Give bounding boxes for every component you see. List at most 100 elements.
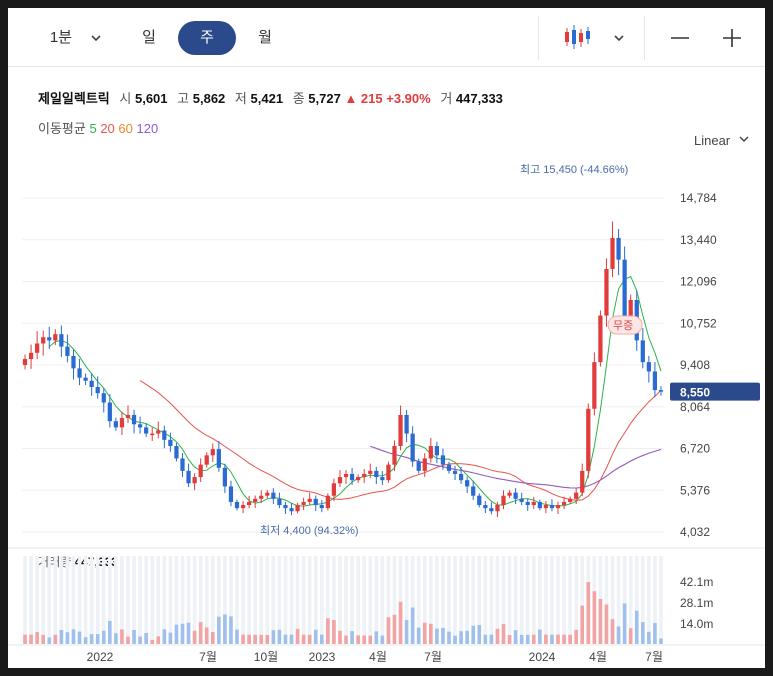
candle bbox=[313, 498, 318, 506]
high-value: 5,862 bbox=[192, 91, 226, 106]
candle bbox=[410, 433, 415, 462]
candle bbox=[107, 402, 112, 422]
volume-bar bbox=[477, 625, 482, 644]
candle bbox=[95, 386, 100, 394]
candle bbox=[646, 362, 651, 372]
volume-bar bbox=[495, 628, 500, 644]
zoom-in-icon[interactable] bbox=[722, 28, 742, 48]
volume-bar bbox=[295, 628, 300, 644]
candle bbox=[537, 501, 542, 509]
volume-bar bbox=[447, 631, 451, 644]
ma-label: 이동평균 bbox=[38, 121, 86, 136]
candle bbox=[428, 446, 433, 459]
volume-bar bbox=[29, 634, 33, 644]
candle bbox=[434, 446, 439, 456]
candle bbox=[628, 300, 633, 316]
interval-selector[interactable]: 1분 bbox=[49, 29, 73, 46]
volume-bar bbox=[622, 603, 627, 644]
y-tick-label: 12,096 bbox=[680, 275, 717, 289]
volume-bar bbox=[271, 630, 276, 644]
volume-bar bbox=[35, 632, 39, 644]
candle bbox=[501, 495, 506, 506]
moving-average-legend: 이동평균 5 20 60 120 bbox=[38, 118, 158, 137]
volume-bar bbox=[350, 631, 354, 644]
candle bbox=[71, 355, 76, 369]
volume-bar bbox=[568, 634, 572, 644]
volume-bar bbox=[453, 635, 457, 644]
candle bbox=[216, 449, 221, 468]
candle bbox=[349, 473, 355, 481]
candle bbox=[416, 461, 421, 471]
volume-bar bbox=[362, 635, 367, 644]
zoom-out-icon[interactable] bbox=[670, 28, 690, 48]
volume-bar bbox=[519, 634, 524, 644]
volume-bar bbox=[562, 634, 566, 644]
volume-label: 거 bbox=[440, 91, 453, 106]
volume-bar bbox=[380, 635, 385, 644]
tab-day[interactable]: 일 bbox=[142, 29, 156, 46]
volume-bar bbox=[83, 637, 88, 644]
candle bbox=[440, 455, 446, 465]
volume-bar bbox=[192, 630, 197, 644]
stock-name: 제일일렉트릭 bbox=[38, 91, 110, 106]
candle bbox=[343, 473, 349, 478]
candlestick-type-icon[interactable] bbox=[564, 22, 592, 52]
candle bbox=[483, 505, 488, 509]
volume-bar bbox=[616, 626, 621, 644]
candle bbox=[531, 501, 536, 506]
x-tick-label: 2022 bbox=[87, 650, 114, 664]
candle bbox=[356, 477, 361, 481]
volume-bar bbox=[301, 634, 306, 644]
price-chart[interactable]: 14,784 13,440 12,096 10,752 9,408 8,064 6,720 5… bbox=[8, 8, 765, 668]
candle bbox=[392, 446, 397, 465]
candle bbox=[295, 505, 300, 512]
candle bbox=[89, 380, 94, 387]
candle bbox=[652, 371, 658, 391]
volume-bar bbox=[386, 617, 391, 644]
volume-bar bbox=[53, 634, 58, 644]
candle bbox=[404, 414, 409, 434]
volume-bar bbox=[653, 623, 657, 644]
low-label: 저 bbox=[234, 91, 247, 106]
scale-label: Linear bbox=[694, 133, 731, 148]
volume-bar bbox=[592, 591, 597, 644]
volume-bar bbox=[368, 635, 373, 644]
volume-bar bbox=[77, 631, 82, 644]
candle bbox=[301, 501, 306, 506]
candle bbox=[507, 492, 512, 496]
candle bbox=[47, 337, 52, 341]
candle bbox=[150, 433, 155, 436]
chevron-down-icon[interactable] bbox=[613, 32, 625, 44]
scale-selector[interactable]: Linear bbox=[694, 133, 750, 148]
candle bbox=[331, 483, 337, 496]
volume-bar bbox=[659, 638, 663, 644]
volume-bar bbox=[628, 628, 633, 644]
candle bbox=[28, 352, 34, 360]
candle bbox=[592, 362, 597, 409]
x-tick-label: 4월 bbox=[369, 650, 387, 664]
volume-bar bbox=[586, 582, 591, 644]
candle bbox=[192, 477, 197, 484]
candle bbox=[374, 470, 379, 478]
ma-60: 60 bbox=[118, 121, 133, 136]
volume-bar bbox=[501, 624, 506, 644]
x-tick-label: 7월 bbox=[199, 650, 217, 664]
moving-average-line bbox=[48, 275, 662, 507]
moving-average-line bbox=[139, 380, 662, 501]
volume-bar bbox=[265, 635, 270, 644]
open-label: 시 bbox=[119, 91, 132, 106]
candle bbox=[222, 467, 228, 487]
current-price-tag bbox=[670, 382, 760, 401]
volume-bar bbox=[525, 634, 530, 644]
volume-bar bbox=[640, 622, 645, 644]
tab-week[interactable]: 주 bbox=[178, 21, 236, 55]
candle bbox=[259, 495, 264, 499]
volume-bar bbox=[59, 630, 64, 644]
volume-bar bbox=[95, 634, 100, 644]
tab-month[interactable]: 월 bbox=[258, 29, 272, 46]
candle bbox=[131, 414, 137, 425]
candle bbox=[168, 439, 173, 447]
volume-bar bbox=[41, 634, 46, 644]
candle bbox=[174, 446, 179, 459]
chevron-down-icon[interactable] bbox=[90, 32, 102, 44]
